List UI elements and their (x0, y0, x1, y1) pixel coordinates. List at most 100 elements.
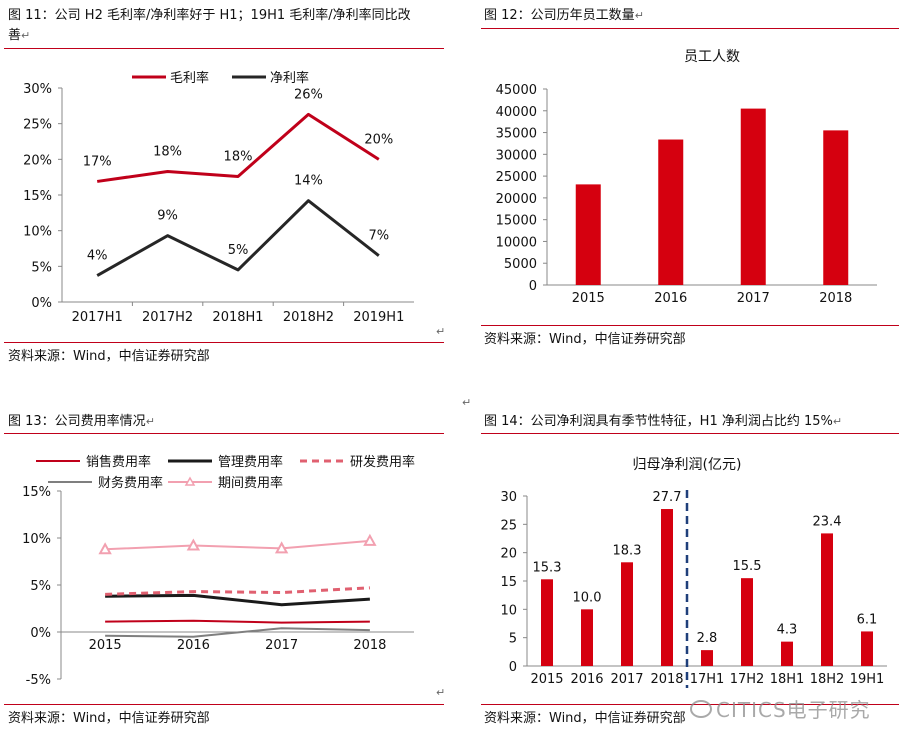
fig14-title: 图 14：公司净利润具有季节性特征，H1 净利润占比约 15%↵ (484, 414, 843, 429)
wechat-icon (690, 700, 712, 718)
fig11-data-label: 7% (368, 229, 389, 244)
fig14-x-tick-label: 2016 (570, 672, 603, 687)
fig14-data-label: 15.5 (733, 559, 762, 574)
fig11-y-tick-label: 20% (23, 153, 52, 168)
fig11-x-tick-label: 2019H1 (353, 310, 404, 325)
fig14-data-label: 18.3 (613, 543, 642, 558)
fig11-y-tick-label: 5% (31, 260, 52, 275)
fig12-x-tick-label: 2017 (737, 291, 770, 306)
fig14-y-tick-label: 15 (500, 575, 517, 590)
fig14-data-label: 23.4 (813, 514, 842, 529)
fig12-source-rule (481, 325, 899, 326)
fig14-bar (661, 509, 673, 666)
fig14-bar (861, 631, 873, 666)
fig14-bar (821, 533, 833, 666)
fig14-bar (741, 578, 753, 666)
fig14-x-tick-label: 2018 (650, 672, 683, 687)
fig13-y-tick-label: 5% (30, 579, 51, 594)
fig11-y-tick-label: 15% (23, 189, 52, 204)
fig11-y-tick-label: 30% (23, 82, 52, 97)
fig14-chart-title: 归母净利润(亿元) (633, 456, 742, 473)
fig11-data-label: 4% (87, 249, 108, 264)
fig13-y-tick-label: 10% (22, 532, 51, 547)
fig14-data-label: 6.1 (857, 612, 878, 627)
fig11-data-label: 17% (83, 154, 112, 169)
fig12-y-tick-label: 25000 (496, 170, 537, 185)
fig14-y-tick-label: 30 (500, 490, 517, 505)
fig11-legend-label: 毛利率 (170, 70, 209, 86)
watermark: CITICS电子研究 (690, 694, 871, 723)
fig12-chart: 员工人数 0 5000 10000 15000 20000 25000 30000 35000 4… (496, 49, 877, 306)
fig14-x-tick-label: 2015 (530, 672, 563, 687)
fig14-x-tick-label: 17H2 (730, 672, 765, 687)
fig14-data-label: 10.0 (573, 590, 602, 605)
fig11-y-tick-label: 10% (23, 225, 52, 240)
fig12-x-tick-label: 2015 (572, 291, 605, 306)
fig14-y-tick-label: 25 (500, 518, 517, 533)
fig13-marker-triangle (274, 541, 289, 554)
fig14-x-tick-label: 17H1 (690, 672, 725, 687)
fig12-y-tick-label: 10000 (496, 235, 537, 250)
fig14-bar (621, 562, 633, 666)
fig13-x-tick-label: 2018 (353, 638, 386, 653)
fig13-series-line (105, 586, 370, 596)
fig11-x-tick-label: 2018H2 (283, 310, 334, 325)
fig11-data-label: 20% (364, 132, 393, 147)
fig13-legend-label: 销售费用率 (86, 454, 151, 470)
fig14-bar (781, 641, 793, 666)
fig13-x-tick-label: 2015 (89, 638, 122, 653)
fig13-x-tick-label: 2017 (265, 638, 298, 653)
fig13-legend-marker (184, 476, 196, 486)
fig13-title: 图 13：公司费用率情况↵ (8, 414, 155, 429)
fig11-x-tick-label: 2017H1 (72, 310, 123, 325)
fig11-legend-label: 净利率 (270, 70, 309, 86)
fig11-x-tick-label: 2017H2 (142, 310, 193, 325)
fig11-series-line (96, 199, 380, 277)
para-mark-3: ↵ (462, 396, 472, 409)
fig11-data-label: 26% (294, 87, 323, 102)
fig13-marker-triangle (98, 542, 112, 555)
fig11-x-tick-label: 2018H1 (212, 310, 263, 325)
fig11-data-label: 18% (224, 149, 253, 164)
fig14-data-label: 2.8 (697, 631, 718, 646)
fig14-data-label: 27.7 (653, 490, 682, 505)
fig13-series-line (105, 627, 370, 638)
fig12-x-tick-label: 2018 (819, 291, 852, 306)
fig12-bar (740, 108, 766, 285)
fig12-y-tick-label: 0 (529, 279, 537, 294)
fig14-bar (541, 579, 553, 666)
fig14-data-label: 4.3 (777, 623, 798, 638)
fig14-y-tick-label: 10 (500, 603, 517, 618)
fig12-y-tick-label: 20000 (496, 192, 537, 207)
fig11-title-rule (4, 48, 444, 49)
fig13-series-line (105, 593, 370, 607)
fig11-y-tick-label: 25% (23, 118, 52, 133)
fig12-bar (823, 130, 849, 285)
fig13-y-tick-label: 15% (22, 485, 51, 500)
fig12-y-tick-label: 15000 (496, 214, 537, 229)
fig11-chart: 0% 5% 10% 15% 20% 25% 30% 2017H1 2017H2 2018H1 201… (23, 70, 414, 325)
fig14-x-tick-label: 2017 (610, 672, 643, 687)
fig14-x-tick-label: 18H1 (770, 672, 805, 687)
fig13-legend-label: 期间费用率 (218, 475, 283, 491)
fig13-marker-triangle (363, 533, 377, 546)
fig13-legend-label: 管理费用率 (218, 454, 283, 470)
fig13-y-tick-label: -5% (26, 673, 51, 688)
fig12-y-tick-label: 40000 (496, 105, 537, 120)
para-mark-2: ↵ (436, 686, 446, 699)
fig13-title-rule (4, 433, 444, 434)
fig14-x-tick-label: 19H1 (850, 672, 885, 687)
fig11-data-label: 9% (157, 209, 178, 224)
fig14-bar (701, 650, 713, 666)
fig12-bar (575, 184, 601, 285)
fig11-title-line2: 善↵ (8, 28, 31, 43)
fig12-y-tick-label: 35000 (496, 127, 537, 142)
fig11-y-tick-label: 0% (31, 296, 52, 311)
fig12-x-tick-label: 2016 (654, 291, 687, 306)
fig11-data-label: 18% (153, 144, 182, 159)
fig11-series-line (96, 112, 380, 183)
fig12-y-tick-label: 30000 (496, 148, 537, 163)
fig14-y-tick-label: 0 (509, 660, 517, 675)
fig12-title: 图 12：公司历年员工数量↵ (484, 8, 644, 23)
